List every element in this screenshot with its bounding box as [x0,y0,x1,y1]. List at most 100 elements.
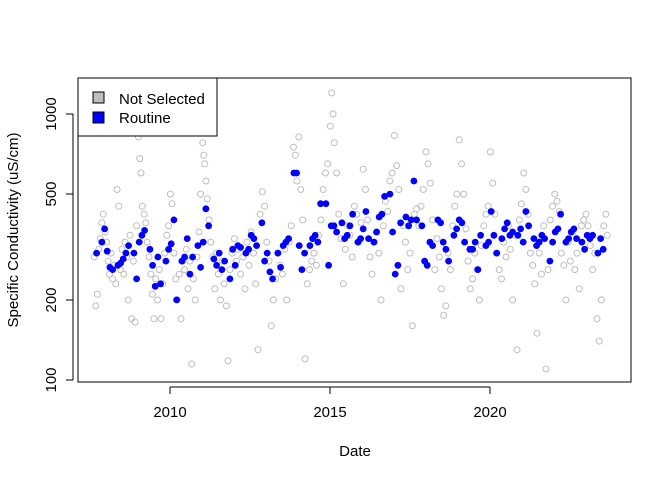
not-selected-point [395,186,403,193]
not-selected-point [203,195,211,203]
not-selected-point [126,231,134,239]
not-selected-point [584,222,592,230]
not-selected-point [175,270,183,278]
routine-point [530,235,538,243]
not-selected-point [535,249,543,257]
not-selected-point [189,275,197,283]
not-selected-point [602,210,610,218]
routine-point [493,249,500,257]
routine-point [549,238,556,246]
not-selected-point [593,315,601,323]
not-selected-point [263,238,271,246]
routine-point [381,193,388,200]
not-selected-point [120,270,128,278]
routine-point [261,257,268,265]
not-selected-point [312,261,320,269]
routine-point [501,225,508,233]
legend-swatch-routine [92,111,105,124]
not-selected-point [319,186,327,193]
not-selected-point [306,266,313,274]
routine-point [205,222,213,230]
not-selected-point [182,245,190,253]
routine-point [130,249,138,257]
not-selected-point [482,210,490,218]
x-tick-label: 2020 [473,404,506,421]
routine-point [322,200,330,208]
routine-point [429,242,436,250]
not-selected-point [310,249,318,257]
not-selected-point [580,216,588,224]
not-selected-point [446,266,454,274]
not-selected-point [538,270,545,278]
not-selected-point [460,190,468,198]
routine-point [109,266,116,273]
routine-point [338,219,346,227]
routine-point [570,225,578,233]
not-selected-point [366,253,374,261]
not-selected-point [520,169,528,177]
routine-points [93,169,607,304]
not-selected-point [348,253,356,261]
not-selected-point [140,210,148,218]
not-selected-point [115,202,123,210]
not-selected-point [544,266,552,274]
not-selected-point [278,270,286,278]
routine-point [389,228,396,236]
routine-point [514,231,522,239]
not-selected-point [549,202,557,210]
not-selected-point [150,315,158,323]
not-selected-point [220,280,228,288]
not-selected-point [455,136,463,144]
not-selected-point [155,266,163,274]
routine-point [477,231,484,239]
not-selected-point [161,249,169,257]
routine-point [119,255,127,263]
not-selected-point [386,177,394,185]
not-selected-point [211,285,219,293]
not-selected-point [451,202,459,210]
not-selected-point [557,249,565,257]
not-selected-point [188,360,196,368]
not-selected-point [362,186,369,193]
not-selected-point [384,208,392,215]
routine-point [365,235,372,243]
routine-point [439,238,447,246]
routine-point [98,238,106,246]
not-selected-point [317,216,325,224]
not-selected-point [121,238,129,246]
y-tick-label: 500 [43,181,60,206]
not-selected-point [250,249,257,257]
not-selected-point [124,296,132,304]
not-selected-point [506,245,514,253]
not-selected-point [128,315,136,323]
not-selected-point [566,257,574,265]
routine-point [391,270,399,278]
not-selected-point [551,190,559,198]
not-selected-point [595,337,603,345]
routine-point [517,225,524,233]
routine-point [359,225,367,233]
not-selected-point [136,155,144,163]
not-selected-point [222,302,230,310]
not-selected-point [148,290,156,298]
not-selected-point [495,266,503,274]
not-selected-point [433,235,441,243]
not-selected-point [464,257,472,265]
not-selected-point [437,285,445,293]
x-tick-label: 2010 [153,404,186,421]
not-selected-point [269,296,277,304]
routine-point [199,238,207,246]
routine-point [346,222,354,230]
routine-point [437,219,444,227]
not-selected-point [165,222,173,230]
routine-point [589,231,596,239]
routine-point [474,266,482,273]
routine-point [135,238,143,246]
not-selected-point [157,315,165,323]
not-selected-point [509,296,517,304]
not-selected-point [364,216,372,224]
not-selected-point [226,266,234,274]
routine-point [594,249,602,257]
routine-point [450,231,458,239]
routine-point [554,225,562,233]
